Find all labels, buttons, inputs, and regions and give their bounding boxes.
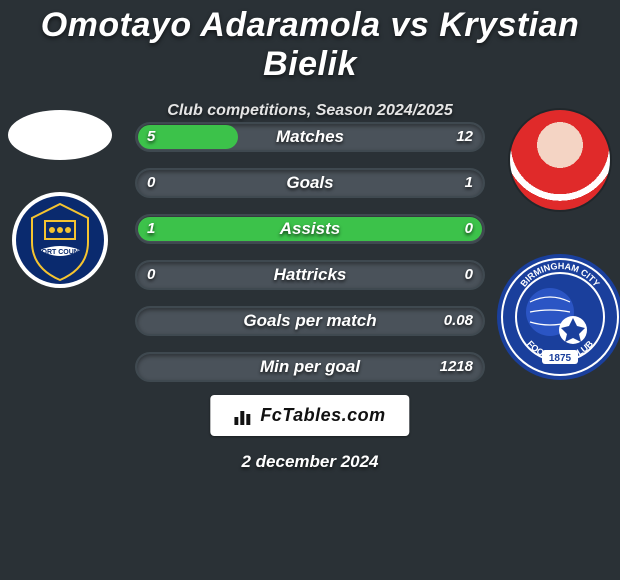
- club-right-founded: 1875: [549, 353, 572, 364]
- svg-text:PORT COUNT: PORT COUNT: [37, 249, 84, 256]
- stat-label: Assists: [135, 214, 485, 244]
- stat-label: Hattricks: [135, 260, 485, 290]
- stat-label: Goals: [135, 168, 485, 198]
- footer-date: 2 december 2024: [0, 452, 620, 472]
- player-left-column: PORT COUNT: [0, 110, 120, 290]
- stat-row: 00Hattricks: [135, 260, 485, 290]
- site-logo: FcTables.com: [210, 395, 409, 436]
- stats-bars: 512Matches 01Goals 10Assists 00Hattricks 0.0…: [135, 122, 485, 398]
- club-badge-left: PORT COUNT: [10, 190, 110, 290]
- stat-label: Min per goal: [135, 352, 485, 382]
- stat-label: Matches: [135, 122, 485, 152]
- stat-row: 10Assists: [135, 214, 485, 244]
- page-title: Omotayo Adaramola vs Krystian Bielik: [0, 0, 620, 84]
- stat-row: 512Matches: [135, 122, 485, 152]
- bars-icon: [234, 407, 254, 425]
- stat-row: 0.08Goals per match: [135, 306, 485, 336]
- site-name: FcTables.com: [260, 405, 385, 426]
- player-right-column: BIRMINGHAM CITY FOOTBALL CLUB 1875: [500, 110, 620, 382]
- stat-label: Goals per match: [135, 306, 485, 336]
- player-left-avatar: [8, 110, 112, 160]
- stat-row: 01Goals: [135, 168, 485, 198]
- club-badge-right: BIRMINGHAM CITY FOOTBALL CLUB 1875: [495, 252, 620, 382]
- stat-row: 1218Min per goal: [135, 352, 485, 382]
- player-right-avatar: [510, 110, 610, 210]
